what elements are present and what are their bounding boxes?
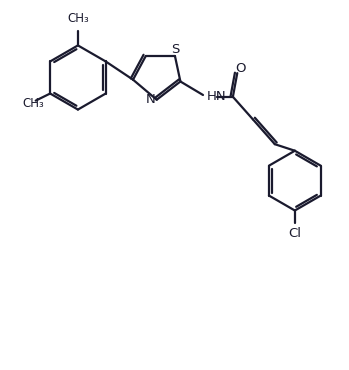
Text: CH₃: CH₃ xyxy=(22,97,44,110)
Text: HN: HN xyxy=(207,90,226,103)
Text: S: S xyxy=(171,43,179,56)
Text: Cl: Cl xyxy=(288,227,301,240)
Text: N: N xyxy=(145,93,155,106)
Text: O: O xyxy=(235,62,245,75)
Text: CH₃: CH₃ xyxy=(67,12,89,26)
